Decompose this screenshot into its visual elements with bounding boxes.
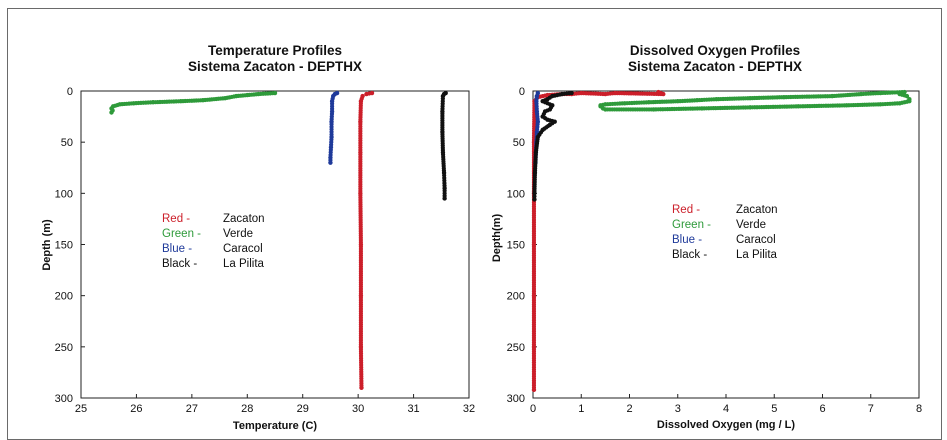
y-tick-label: 0 bbox=[519, 86, 525, 98]
x-tick-label: 6 bbox=[819, 403, 825, 415]
y-tick-label: 0 bbox=[67, 86, 73, 98]
legend-label: Verde bbox=[736, 219, 766, 231]
y-axis-label: Depth (m) bbox=[41, 219, 53, 271]
legend-key: Red - bbox=[672, 204, 700, 216]
series-caracol bbox=[328, 90, 340, 165]
y-tick-label: 50 bbox=[513, 137, 525, 149]
x-tick-label: 30 bbox=[352, 403, 364, 415]
legend: Red - Zacaton Green - Verde Blue - Caracol Bla… bbox=[162, 213, 265, 270]
x-tick-label: 32 bbox=[463, 403, 475, 415]
x-tick-label: 0 bbox=[530, 403, 536, 415]
chart-subtitle: Sistema Zacaton - DEPTHX bbox=[188, 59, 362, 74]
series-zacaton bbox=[531, 89, 666, 393]
x-tick-labels: 0 1 2 3 4 5 6 7 8 bbox=[530, 394, 922, 415]
series-la-pilita bbox=[440, 90, 448, 201]
y-axis-label: Depth(m) bbox=[491, 214, 503, 263]
temperature-chart: Temperature Profiles Sistema Zacaton - D… bbox=[41, 43, 475, 432]
dissolved-oxygen-chart: Dissolved Oxygen Profiles Sistema Zacato… bbox=[491, 43, 922, 431]
x-tick-label: 28 bbox=[241, 403, 253, 415]
y-tick-label: 150 bbox=[55, 240, 73, 252]
y-tick-labels: 0 50 100 150 200 250 300 bbox=[55, 86, 85, 405]
data-point bbox=[532, 194, 537, 199]
data-point bbox=[897, 91, 902, 97]
y-tick-label: 50 bbox=[61, 137, 73, 149]
y-tick-label: 200 bbox=[55, 291, 73, 303]
x-tick-label: 5 bbox=[771, 403, 777, 415]
data-point bbox=[531, 387, 537, 393]
chart-subtitle: Sistema Zacaton - DEPTHX bbox=[628, 59, 802, 74]
data-points bbox=[109, 90, 448, 390]
legend-label: Caracol bbox=[223, 243, 263, 255]
data-point bbox=[907, 96, 912, 102]
legend-key: Black - bbox=[672, 249, 707, 261]
y-tick-label: 300 bbox=[55, 393, 73, 405]
legend-key: Green - bbox=[672, 219, 711, 231]
data-point bbox=[532, 191, 537, 196]
data-points bbox=[531, 89, 912, 393]
y-tick-label: 100 bbox=[507, 188, 525, 200]
y-tick-labels: 0 50 100 150 200 250 300 bbox=[507, 86, 537, 405]
x-tick-label: 8 bbox=[916, 403, 922, 415]
x-tick-label: 1 bbox=[578, 403, 584, 415]
y-tick-label: 300 bbox=[507, 393, 525, 405]
series-zacaton bbox=[358, 90, 375, 390]
x-axis-label: Dissolved Oxygen (mg / L) bbox=[657, 419, 795, 431]
x-tick-label: 2 bbox=[626, 403, 632, 415]
data-point bbox=[532, 197, 537, 202]
data-point bbox=[328, 160, 333, 165]
legend-label: Zacaton bbox=[736, 204, 778, 216]
legend-label: La Pilita bbox=[223, 258, 265, 270]
legend-key: Blue - bbox=[162, 243, 192, 255]
series-la-pilita bbox=[532, 90, 574, 202]
x-tick-label: 4 bbox=[723, 403, 729, 415]
y-tick-label: 250 bbox=[507, 342, 525, 354]
y-tick-label: 200 bbox=[507, 291, 525, 303]
legend-label: Verde bbox=[223, 228, 253, 240]
series-verde bbox=[109, 90, 278, 115]
series-verde bbox=[598, 89, 912, 112]
y-tick-label: 150 bbox=[507, 240, 525, 252]
x-tick-label: 26 bbox=[130, 403, 142, 415]
data-point bbox=[359, 385, 364, 390]
data-point bbox=[442, 196, 447, 201]
x-tick-label: 3 bbox=[675, 403, 681, 415]
data-point bbox=[109, 110, 114, 115]
figure-frame bbox=[7, 8, 942, 440]
chart-title: Temperature Profiles bbox=[208, 43, 342, 58]
legend-label: Caracol bbox=[736, 234, 776, 246]
plot-area-border bbox=[532, 90, 920, 399]
legend-key: Blue - bbox=[672, 234, 702, 246]
legend-label: La Pilita bbox=[736, 249, 778, 261]
y-tick-label: 250 bbox=[55, 342, 73, 354]
y-tick-label: 100 bbox=[55, 188, 73, 200]
plot-area-border bbox=[80, 90, 470, 399]
x-tick-label: 25 bbox=[75, 403, 87, 415]
legend-key: Black - bbox=[162, 258, 197, 270]
x-tick-labels: 25 26 27 28 29 30 31 32 bbox=[75, 394, 475, 415]
x-tick-label: 31 bbox=[407, 403, 419, 415]
x-axis-label: Temperature (C) bbox=[233, 420, 317, 432]
data-point bbox=[364, 91, 369, 97]
legend: Red - Zacaton Green - Verde Blue - Caracol Bla… bbox=[672, 204, 778, 261]
x-tick-label: 29 bbox=[297, 403, 309, 415]
x-tick-label: 7 bbox=[868, 403, 874, 415]
legend-key: Red - bbox=[162, 213, 190, 225]
legend-key: Green - bbox=[162, 228, 201, 240]
legend-label: Zacaton bbox=[223, 213, 265, 225]
chart-title: Dissolved Oxygen Profiles bbox=[630, 43, 800, 58]
x-tick-label: 27 bbox=[186, 403, 198, 415]
